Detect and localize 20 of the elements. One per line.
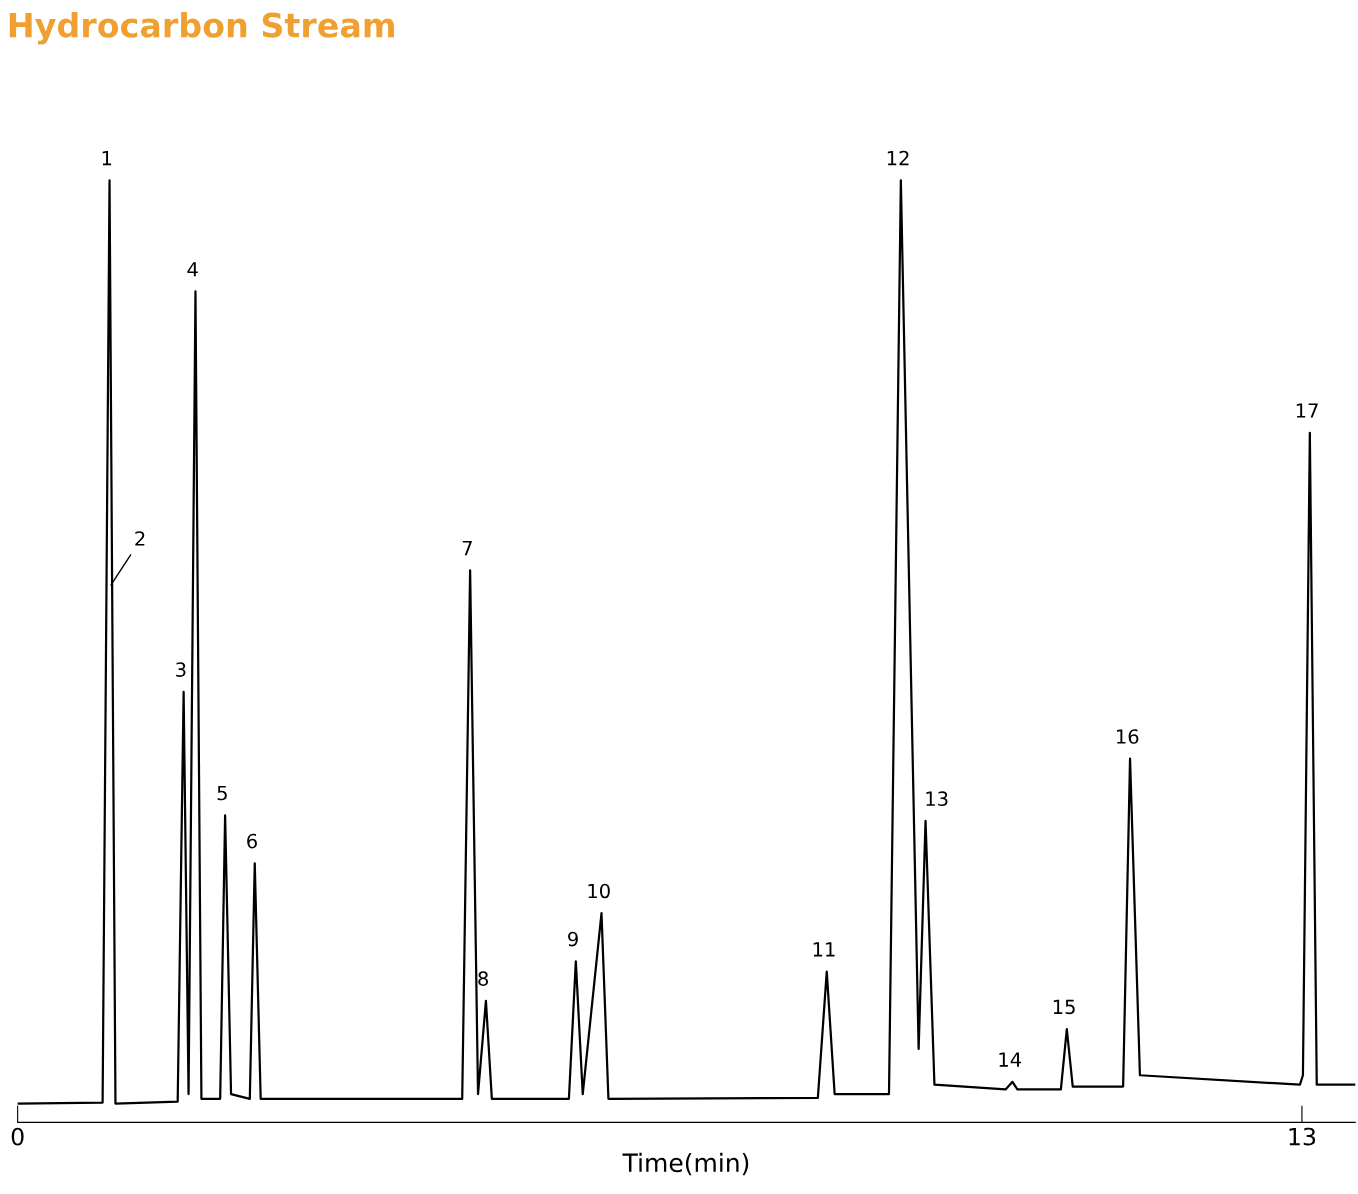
annotation: 14	[999, 1052, 1021, 1067]
annotation: 7	[462, 540, 472, 556]
annotation: 13	[926, 791, 948, 807]
annotation: 15	[1053, 999, 1075, 1015]
annotation: 10	[588, 883, 610, 899]
annotation: 17	[1296, 403, 1318, 418]
x-tick-label: 0	[11, 1127, 24, 1146]
x-axis-title: Time(min)	[622, 1152, 749, 1176]
annotation: 8	[478, 971, 488, 986]
annotation: 12	[887, 150, 909, 166]
annotation: 5	[217, 785, 227, 801]
annotation: 16	[1117, 729, 1139, 744]
annotation: 3	[176, 662, 186, 677]
annotation: 2	[135, 531, 145, 546]
annotation: 4	[187, 262, 198, 277]
annotation: 1	[102, 150, 112, 166]
chart-title: Hydrocarbon Stream	[9, 11, 394, 45]
annotation: 6	[247, 833, 257, 849]
annotation: 9	[568, 931, 578, 947]
annotation: 11	[813, 942, 835, 957]
